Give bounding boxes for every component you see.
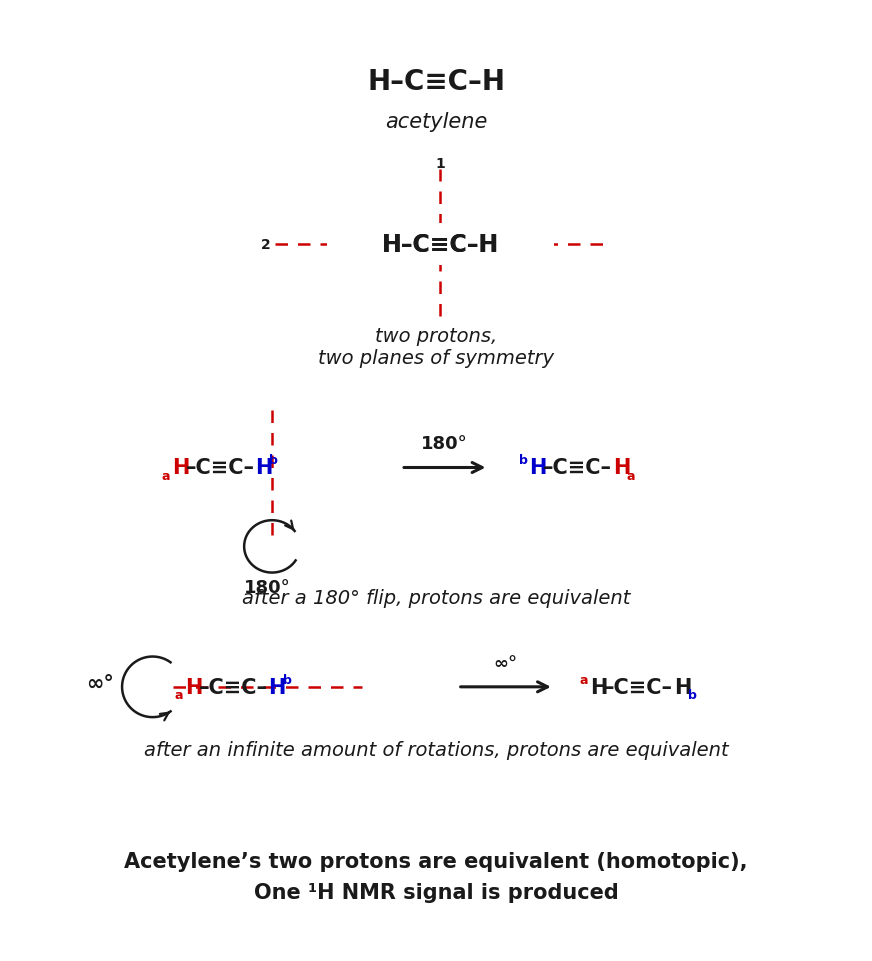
Text: 1: 1 xyxy=(435,157,446,170)
Text: H: H xyxy=(269,678,286,697)
Text: b: b xyxy=(688,688,697,702)
Text: –C≡C–: –C≡C– xyxy=(604,678,673,697)
Text: H: H xyxy=(613,458,630,478)
Text: b: b xyxy=(283,673,291,686)
Text: H–C≡C–H: H–C≡C–H xyxy=(382,234,499,257)
Text: H: H xyxy=(590,678,608,697)
Text: b: b xyxy=(269,454,278,467)
Text: H: H xyxy=(674,678,691,697)
Text: –C≡C–: –C≡C– xyxy=(543,458,612,478)
Text: a: a xyxy=(580,673,589,686)
Text: after an infinite amount of rotations, protons are equivalent: after an infinite amount of rotations, p… xyxy=(144,740,728,759)
FancyBboxPatch shape xyxy=(327,224,554,266)
Text: a: a xyxy=(627,469,636,482)
Text: One ¹H NMR signal is produced: One ¹H NMR signal is produced xyxy=(254,882,618,901)
Text: 180°: 180° xyxy=(421,435,468,453)
Text: Acetylene’s two protons are equivalent (homotopic),: Acetylene’s two protons are equivalent (… xyxy=(124,851,748,871)
Text: 2: 2 xyxy=(261,238,271,252)
Text: ∞°: ∞° xyxy=(86,674,114,693)
Text: ∞°: ∞° xyxy=(494,654,518,672)
Text: H: H xyxy=(255,458,273,478)
Text: a: a xyxy=(161,469,170,482)
Text: –C≡C–: –C≡C– xyxy=(199,678,268,697)
Text: two protons,: two protons, xyxy=(375,327,497,346)
Text: H: H xyxy=(185,678,202,697)
Text: a: a xyxy=(174,688,183,702)
Text: H–C≡C–H: H–C≡C–H xyxy=(367,67,505,96)
Text: 180°: 180° xyxy=(244,579,291,596)
Text: H: H xyxy=(172,458,189,478)
Text: b: b xyxy=(519,454,528,467)
Text: acetylene: acetylene xyxy=(385,112,487,132)
Text: two planes of symmetry: two planes of symmetry xyxy=(318,349,554,368)
Text: after a 180° flip, protons are equivalent: after a 180° flip, protons are equivalen… xyxy=(242,588,630,607)
Text: H: H xyxy=(529,458,547,478)
Text: H–C≡C–H: H–C≡C–H xyxy=(382,234,499,257)
Text: –C≡C–: –C≡C– xyxy=(186,458,255,478)
